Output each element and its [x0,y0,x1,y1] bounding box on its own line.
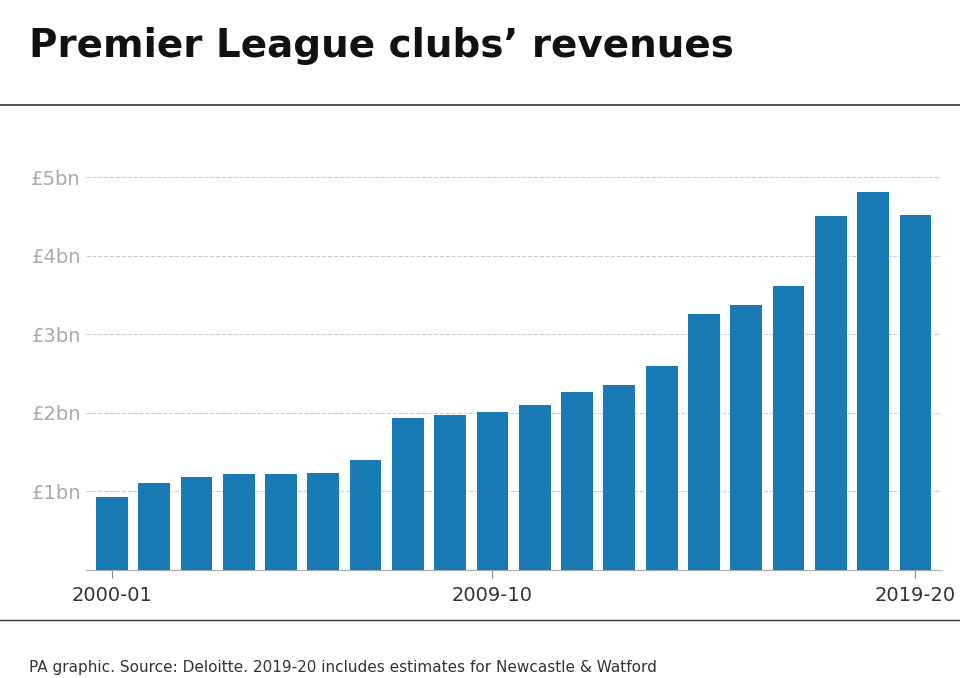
Bar [900,215,931,570]
Bar [180,477,212,570]
Bar [138,483,170,570]
Bar [646,365,678,570]
Text: Premier League clubs’ revenues: Premier League clubs’ revenues [29,27,733,65]
Bar [392,418,423,570]
Bar [857,192,889,570]
Bar [476,412,508,570]
Bar [307,473,339,570]
Bar [731,305,762,570]
Bar [434,415,466,570]
Bar [265,474,297,570]
Bar [604,385,636,570]
Text: PA graphic. Source: Deloitte. 2019-20 includes estimates for Newcastle & Watford: PA graphic. Source: Deloitte. 2019-20 in… [29,660,657,675]
Bar [562,391,593,570]
Bar [688,314,720,570]
Bar [519,405,551,570]
Bar [349,460,381,570]
Bar [223,474,254,570]
Bar [96,498,128,570]
Bar [773,286,804,570]
Bar [815,216,847,570]
